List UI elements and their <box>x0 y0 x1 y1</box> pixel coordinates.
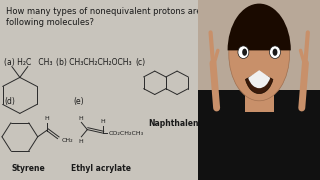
Bar <box>244 85 274 112</box>
Text: (e): (e) <box>73 97 84 106</box>
Text: (d): (d) <box>4 97 15 106</box>
Ellipse shape <box>229 7 290 101</box>
Text: Naphthalene: Naphthalene <box>148 119 204 128</box>
Text: H: H <box>78 139 83 144</box>
Text: (c): (c) <box>135 58 145 67</box>
Text: (a) H₂C   CH₃: (a) H₂C CH₃ <box>4 58 52 67</box>
Text: CO₂CH₂CH₃: CO₂CH₂CH₃ <box>108 131 143 136</box>
Ellipse shape <box>273 49 277 56</box>
FancyBboxPatch shape <box>180 90 320 180</box>
Text: H: H <box>101 119 106 124</box>
Wedge shape <box>245 72 273 94</box>
Wedge shape <box>228 4 291 50</box>
Ellipse shape <box>269 46 280 58</box>
Ellipse shape <box>238 46 249 58</box>
Text: (b) CH₃CH₂CH₂OCH₃: (b) CH₃CH₂CH₂OCH₃ <box>56 58 131 67</box>
Text: Styrene: Styrene <box>12 164 46 173</box>
Text: Ethyl acrylate: Ethyl acrylate <box>71 164 132 173</box>
Text: How many types of nonequivalent protons are present in each of the
following mol: How many types of nonequivalent protons … <box>6 7 297 27</box>
Ellipse shape <box>242 49 247 56</box>
Text: H: H <box>78 116 83 121</box>
Bar <box>198 0 320 117</box>
Text: H: H <box>44 116 49 122</box>
Wedge shape <box>248 70 270 88</box>
Text: CH₂: CH₂ <box>61 138 73 143</box>
